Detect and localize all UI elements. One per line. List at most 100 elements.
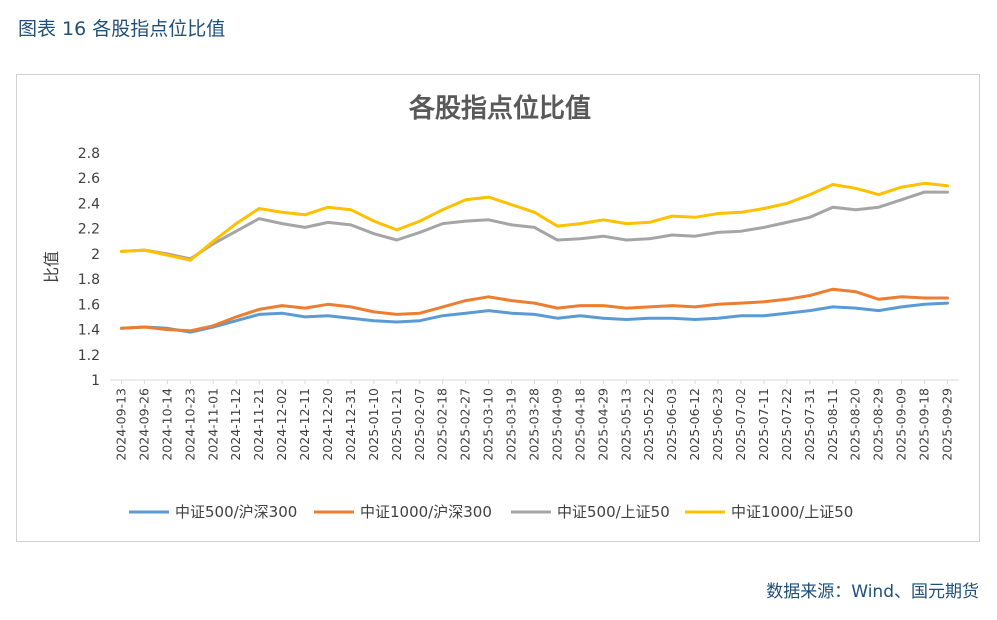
data-point — [258, 313, 260, 316]
x-tick-label: 2025-07-31 — [802, 388, 817, 461]
data-point — [327, 314, 329, 317]
data-point — [923, 303, 926, 306]
data-point — [396, 239, 398, 241]
data-point — [487, 309, 490, 312]
data-point — [120, 327, 123, 330]
y-tick-label: 2 — [91, 247, 100, 263]
data-point — [510, 203, 513, 206]
data-point — [717, 303, 719, 306]
data-point — [579, 238, 582, 240]
y-tick-label: 1 — [91, 373, 100, 389]
data-point — [258, 217, 260, 220]
data-point — [740, 314, 742, 317]
x-tick-label: 2025-08-11 — [825, 388, 840, 461]
data-point — [235, 316, 237, 318]
series-line-2 — [120, 287, 949, 333]
data-point — [900, 306, 903, 308]
data-point — [533, 302, 536, 304]
data-point — [809, 309, 811, 312]
data-point — [648, 238, 650, 240]
x-tick-label: 2024-12-11 — [297, 388, 312, 461]
y-axis-label: 比值 — [42, 251, 61, 283]
data-point — [786, 298, 788, 301]
x-tick-label: 2024-09-26 — [136, 388, 151, 461]
x-tick-label: 2025-04-09 — [549, 388, 564, 461]
data-point — [373, 232, 375, 235]
series-line-4 — [120, 181, 949, 262]
data-point — [877, 298, 880, 301]
data-point — [671, 304, 673, 307]
data-point — [717, 317, 719, 319]
data-point — [946, 191, 949, 193]
data-point — [304, 226, 306, 229]
data-point — [763, 314, 765, 317]
data-point — [900, 198, 903, 201]
data-point — [350, 208, 352, 211]
line-chart: 各股指点位比值 比值 1 1.2 1.4 1.6 1.8 2 2.2 2.4 2.6 2.8 20… — [42, 93, 959, 521]
x-tick-label: 2025-09-18 — [917, 388, 932, 461]
data-point — [832, 183, 834, 186]
y-axis-ticks: 1 1.2 1.4 1.6 1.8 2 2.2 2.4 2.6 2.8 — [78, 146, 100, 389]
data-point — [556, 225, 559, 227]
data-point — [258, 308, 260, 311]
data-point — [923, 191, 926, 193]
data-point — [189, 259, 192, 261]
y-tick-label: 1.2 — [78, 348, 100, 364]
data-point — [166, 328, 169, 331]
data-point — [120, 250, 123, 253]
data-point — [327, 303, 329, 306]
data-source-note: 数据来源：Wind、国元期货 — [766, 582, 979, 602]
x-tick-label: 2025-06-23 — [710, 388, 725, 461]
data-point — [350, 317, 352, 319]
data-point — [877, 206, 880, 208]
x-tick-label: 2025-01-21 — [389, 388, 404, 461]
x-tick-label: 2025-03-19 — [504, 388, 519, 461]
data-point — [373, 311, 375, 313]
data-point — [487, 296, 490, 298]
data-point — [877, 193, 880, 196]
data-point — [373, 319, 375, 322]
data-point — [602, 235, 605, 237]
data-point — [763, 301, 765, 303]
data-point — [304, 214, 306, 216]
data-point — [809, 216, 811, 219]
data-point — [923, 182, 926, 185]
x-tick-label: 2024-12-31 — [343, 388, 358, 461]
data-point — [648, 317, 650, 319]
data-point — [625, 239, 628, 241]
data-point — [441, 314, 444, 317]
data-point — [212, 240, 215, 243]
data-point — [464, 312, 467, 314]
legend-label: 中证1000/上证50 — [731, 503, 853, 521]
data-point — [419, 319, 421, 322]
data-point — [579, 314, 582, 317]
data-point — [946, 185, 949, 187]
x-tick-label: 2024-12-20 — [320, 388, 335, 461]
data-point — [671, 234, 673, 236]
data-point — [464, 220, 467, 222]
data-point — [441, 222, 444, 225]
data-point — [648, 306, 650, 308]
x-tick-label: 2025-03-28 — [527, 388, 542, 461]
data-point — [258, 207, 260, 210]
x-tick-label: 2025-05-22 — [641, 388, 656, 461]
x-tick-label: 2025-08-29 — [871, 388, 886, 461]
data-point — [694, 306, 696, 308]
data-point — [396, 229, 398, 231]
y-tick-label: 2.6 — [78, 171, 100, 187]
data-point — [396, 321, 398, 323]
data-point — [464, 299, 467, 302]
data-point — [854, 290, 857, 293]
x-tick-label: 2024-11-12 — [228, 388, 243, 461]
data-point — [235, 230, 237, 232]
y-tick-label: 2.2 — [78, 222, 100, 238]
data-point — [235, 222, 237, 225]
x-tick-label: 2025-09-29 — [940, 388, 955, 461]
data-point — [281, 312, 283, 314]
x-tick-label: 2024-11-21 — [251, 388, 266, 461]
data-point — [189, 330, 192, 332]
data-point — [602, 219, 605, 221]
chart-container: 各股指点位比值 比值 1 1.2 1.4 1.6 1.8 2 2.2 2.4 2.6 2.8 20… — [16, 74, 980, 542]
data-point — [717, 212, 719, 215]
x-tick-label: 2025-07-22 — [779, 388, 794, 461]
